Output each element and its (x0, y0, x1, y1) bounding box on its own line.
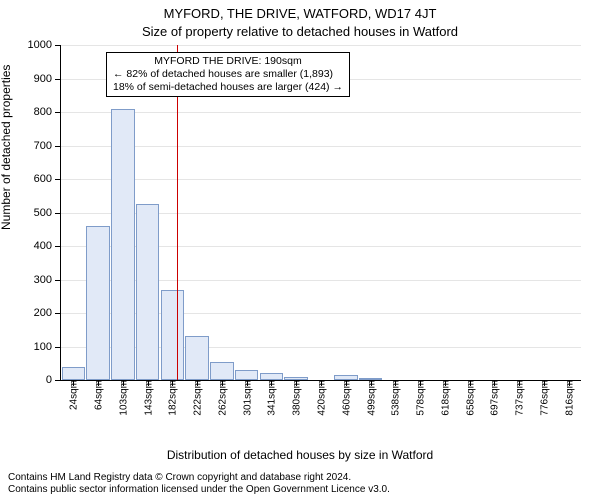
x-tick-label: 658sqm (463, 380, 476, 416)
bar (235, 370, 259, 380)
chart-subtitle: Size of property relative to detached ho… (0, 24, 600, 39)
x-tick-label: 420sqm (315, 380, 328, 416)
y-tick-label: 800 (34, 106, 61, 118)
x-tick-label: 301sqm (240, 380, 253, 416)
x-tick-label: 499sqm (364, 380, 377, 416)
y-tick-label: 300 (34, 274, 61, 286)
x-tick-label: 103sqm (116, 380, 129, 416)
x-axis-label: Distribution of detached houses by size … (0, 448, 600, 462)
annotation-line: MYFORD THE DRIVE: 190sqm (113, 55, 343, 68)
y-tick-label: 0 (46, 374, 61, 386)
gridline (61, 112, 581, 113)
x-tick-label: 578sqm (414, 380, 427, 416)
x-tick-label: 538sqm (389, 380, 402, 416)
x-tick-label: 697sqm (488, 380, 501, 416)
bar (111, 109, 135, 380)
annotation-line: ← 82% of detached houses are smaller (1,… (113, 68, 343, 81)
y-tick-label: 1000 (28, 39, 61, 51)
bar (185, 336, 209, 380)
annotation-line: 18% of semi-detached houses are larger (… (113, 81, 343, 94)
footer-attribution: Contains HM Land Registry data © Crown c… (8, 472, 592, 496)
y-tick-label: 700 (34, 140, 61, 152)
gridline (61, 179, 581, 180)
gridline (61, 45, 581, 46)
bar (210, 362, 234, 380)
y-tick-label: 200 (34, 307, 61, 319)
bar (260, 373, 284, 380)
x-tick-label: 182sqm (166, 380, 179, 416)
gridline (61, 146, 581, 147)
y-tick-label: 600 (34, 173, 61, 185)
y-tick-label: 900 (34, 73, 61, 85)
plot-area: 0100200300400500600700800900100024sqm64s… (60, 45, 581, 381)
bar (161, 290, 185, 380)
x-tick-label: 222sqm (191, 380, 204, 416)
x-tick-label: 64sqm (92, 380, 105, 410)
x-tick-label: 380sqm (290, 380, 303, 416)
x-tick-label: 341sqm (265, 380, 278, 416)
x-tick-label: 618sqm (438, 380, 451, 416)
x-tick-label: 460sqm (339, 380, 352, 416)
chart-title: MYFORD, THE DRIVE, WATFORD, WD17 4JT (0, 6, 600, 21)
x-tick-label: 776sqm (537, 380, 550, 416)
chart-container: MYFORD, THE DRIVE, WATFORD, WD17 4JT Siz… (0, 0, 600, 500)
footer-line-1: Contains HM Land Registry data © Crown c… (8, 472, 592, 484)
bar (62, 367, 86, 380)
x-tick-label: 816sqm (562, 380, 575, 416)
footer-line-2: Contains public sector information licen… (8, 484, 592, 496)
x-tick-label: 24sqm (67, 380, 80, 410)
y-tick-label: 400 (34, 240, 61, 252)
x-tick-label: 143sqm (141, 380, 154, 416)
y-axis-label: Number of detached properties (0, 65, 13, 230)
x-tick-label: 737sqm (513, 380, 526, 416)
y-tick-label: 500 (34, 207, 61, 219)
y-tick-label: 100 (34, 341, 61, 353)
annotation-box: MYFORD THE DRIVE: 190sqm← 82% of detache… (106, 52, 350, 97)
bar (136, 204, 160, 380)
x-tick-label: 262sqm (215, 380, 228, 416)
bar (86, 226, 110, 380)
